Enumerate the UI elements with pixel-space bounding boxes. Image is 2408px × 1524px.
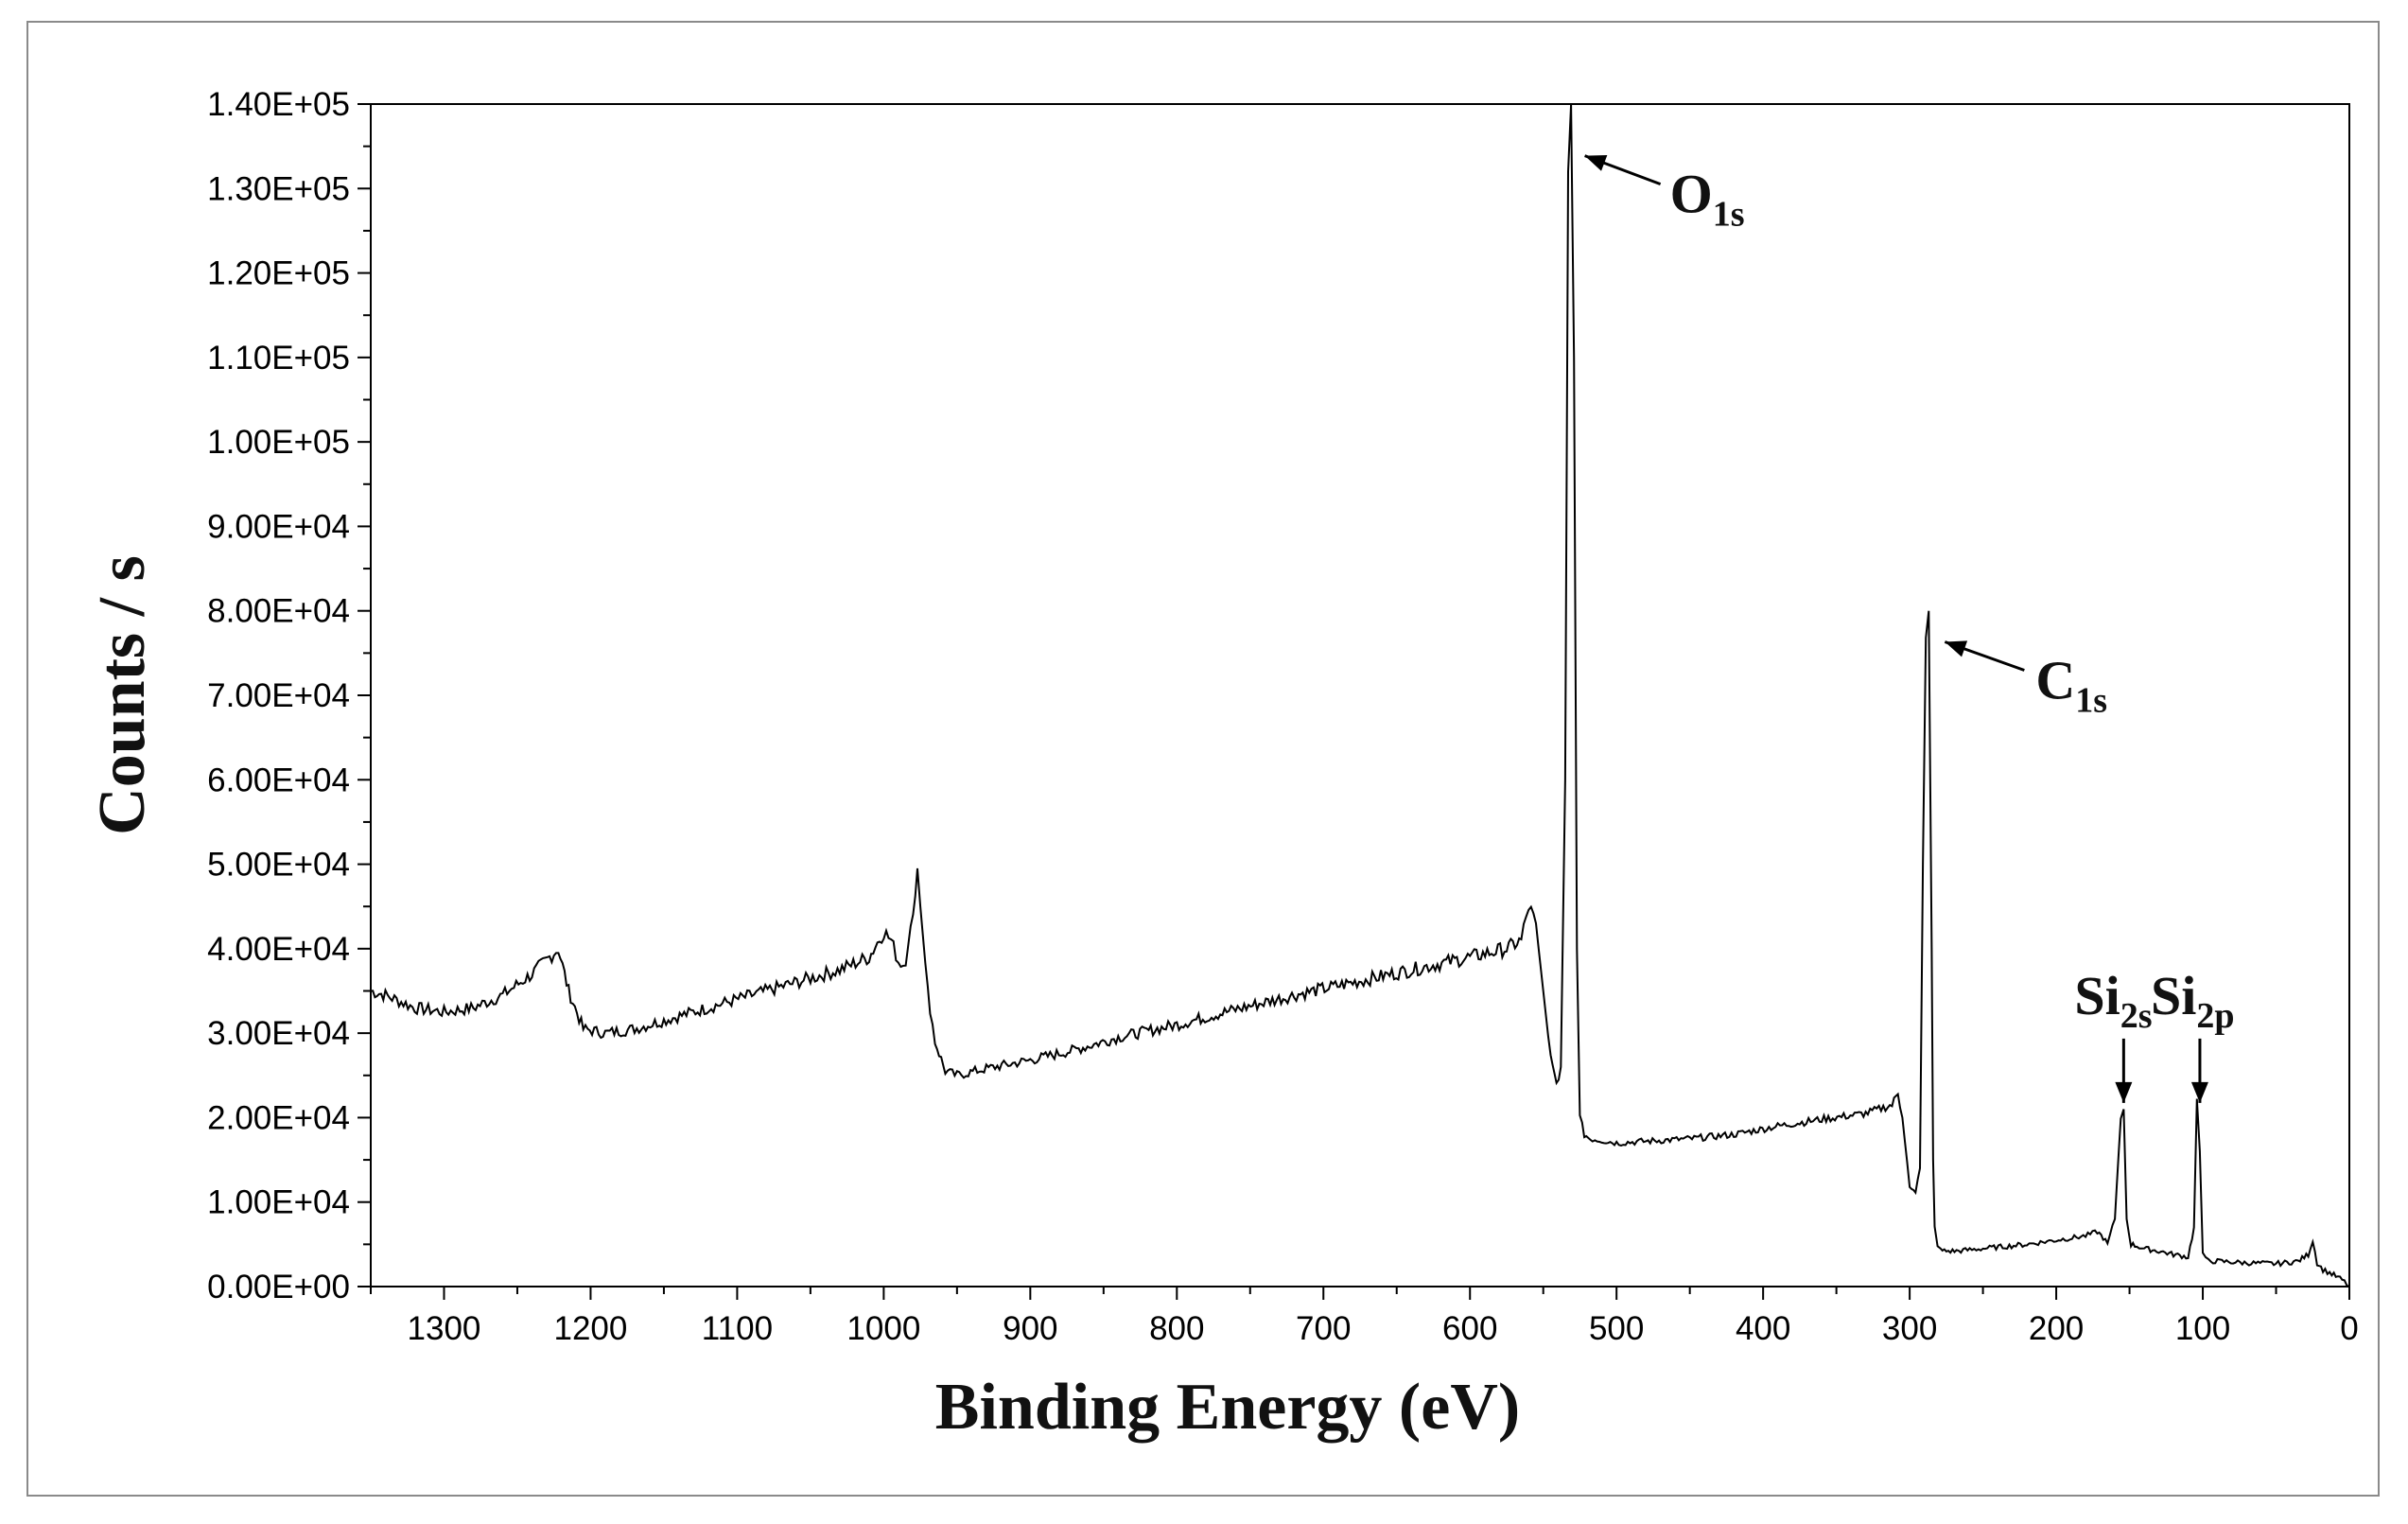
- y-tick-label: 9.00E+04: [207, 508, 350, 545]
- o1s-label: O1s: [1670, 164, 1745, 235]
- x-tick-label: 0: [2340, 1310, 2358, 1347]
- figure-frame: 0.00E+00 1.00E+04 2.00E+04 3.00E+04 4.00E+04…: [26, 21, 2380, 1497]
- x-tick-label: 200: [2029, 1310, 2084, 1347]
- y-tick-label: 1.40E+05: [207, 86, 350, 123]
- y-tick-label: 2.00E+04: [207, 1099, 350, 1136]
- x-tick-label: 1100: [702, 1310, 773, 1347]
- y-axis-title: Counts / s: [86, 555, 159, 835]
- y-tick-label: 1.00E+04: [207, 1184, 350, 1221]
- si2s-label: Si2s: [2074, 965, 2152, 1036]
- si2p-label: Si2p: [2151, 965, 2235, 1036]
- x-tick-label: 1300: [408, 1310, 481, 1347]
- x-axis-title: Binding Energy (eV): [935, 1371, 1520, 1444]
- x-tick-label: 700: [1296, 1310, 1351, 1347]
- x-tick-label: 1000: [846, 1310, 920, 1347]
- x-tick-label: 400: [1736, 1310, 1790, 1347]
- x-tick-label: 100: [2175, 1310, 2230, 1347]
- y-tick-label: 8.00E+04: [207, 593, 350, 630]
- o1s-arrow: [1584, 154, 1662, 186]
- y-tick-label: 3.00E+04: [207, 1015, 350, 1052]
- xps-spectrum-chart: 0.00E+00 1.00E+04 2.00E+04 3.00E+04 4.00E+04…: [86, 86, 2359, 1444]
- si2p-arrow: [2190, 1038, 2208, 1103]
- x-tick-label: 500: [1589, 1310, 1644, 1347]
- x-tick-label: 600: [1442, 1310, 1497, 1347]
- y-tick-label: 4.00E+04: [207, 931, 350, 968]
- y-tick-label: 7.00E+04: [207, 677, 350, 714]
- x-tick-label: 900: [1003, 1310, 1057, 1347]
- x-tick-label: 300: [1882, 1310, 1937, 1347]
- c1s-label: C1s: [2035, 650, 2107, 721]
- y-tick-label: 6.00E+04: [207, 762, 350, 798]
- y-tick-label: 1.00E+05: [207, 424, 350, 461]
- y-tick-label: 5.00E+04: [207, 847, 350, 884]
- c1s-arrow: [1944, 640, 2025, 672]
- spectrum-series-line: [370, 103, 2350, 1288]
- y-tick-label: 0.00E+00: [207, 1269, 350, 1305]
- y-tick-label: 1.30E+05: [207, 170, 350, 207]
- y-tick-label: 1.20E+05: [207, 255, 350, 292]
- x-tick-label: 1200: [554, 1310, 628, 1347]
- x-tick-label: 800: [1149, 1310, 1204, 1347]
- si2s-arrow: [2115, 1038, 2133, 1103]
- y-axis: 0.00E+00 1.00E+04 2.00E+04 3.00E+04 4.00E+04…: [207, 86, 371, 1305]
- x-axis: 1300 1200 1100 1000 900 800 700 600 500 400 300 200…: [370, 1287, 2359, 1347]
- y-tick-label: 1.10E+05: [207, 340, 350, 377]
